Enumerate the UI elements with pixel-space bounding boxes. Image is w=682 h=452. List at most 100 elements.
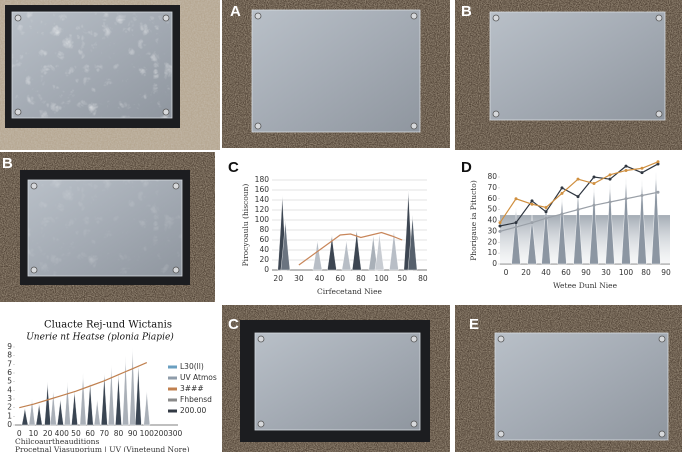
screw [410, 335, 418, 343]
point [592, 175, 596, 179]
screw [162, 14, 170, 22]
peak [527, 215, 537, 265]
y-tick-label: 20 [259, 255, 269, 264]
screw [658, 335, 666, 343]
x-tick-label: 60 [85, 429, 95, 438]
peak [621, 176, 631, 265]
note: Procetnal Viasuporium | UV (Vineteund No… [15, 445, 190, 452]
x-tick-label: 30 [601, 268, 611, 277]
point [560, 186, 564, 190]
chart-bg [0, 305, 215, 452]
x-tick-label: 100 [619, 268, 634, 277]
y-tick-label: 7 [7, 359, 12, 368]
peak [637, 179, 647, 265]
screw [172, 182, 180, 190]
screw [30, 182, 38, 190]
peak [49, 390, 57, 426]
peak [64, 381, 71, 426]
y-tick-label: 50 [487, 205, 497, 214]
y-tick-label: 4 [7, 385, 12, 394]
point [592, 203, 596, 207]
y-axis-label: Phorigaue ia Pitucto) [469, 180, 478, 261]
point [514, 225, 518, 229]
x-tick-label: 90 [581, 268, 591, 277]
point [576, 195, 580, 199]
point [624, 197, 628, 201]
point [576, 177, 580, 181]
x-tick-label: 20 [43, 429, 53, 438]
screw [257, 335, 265, 343]
x-tick-label: 30 [294, 274, 304, 283]
x-tick-label: 0 [17, 429, 22, 438]
point [560, 212, 564, 216]
x-tick-label: 80 [356, 274, 366, 283]
peak [35, 403, 43, 426]
peak [100, 372, 108, 426]
plate [251, 9, 421, 133]
peak [280, 219, 291, 271]
peak [134, 364, 142, 426]
point [656, 160, 660, 164]
screw [14, 14, 22, 22]
plate [254, 332, 421, 431]
x-tick-label: 40 [315, 274, 325, 283]
peak [93, 398, 101, 426]
peak [389, 229, 399, 271]
screw [497, 335, 505, 343]
legend-label: 200.00 [180, 406, 206, 415]
point [624, 164, 628, 168]
y-tick-label: 0 [264, 265, 269, 274]
panel-label: A [230, 3, 241, 20]
screw [30, 266, 38, 274]
peak [351, 229, 362, 271]
peak [28, 398, 36, 426]
plate-texture [12, 12, 172, 118]
point [530, 221, 534, 225]
point [544, 216, 548, 220]
peak [651, 171, 661, 265]
panel-label: B [2, 155, 13, 172]
peak [57, 398, 64, 426]
peak [511, 207, 521, 265]
screw [410, 12, 418, 20]
legend-swatch [168, 376, 177, 380]
peak [44, 381, 51, 426]
x-tick-label: 80 [418, 274, 428, 283]
peak [573, 190, 583, 265]
peak [143, 390, 151, 426]
screw [655, 110, 663, 118]
photo-panel [0, 0, 220, 150]
y-tick-label: 9 [7, 342, 12, 351]
photo-panel: C [222, 305, 450, 452]
chart-panel: 0123456789010204005060708090100200300Nol… [0, 305, 217, 452]
y-tick-label: 60 [259, 235, 269, 244]
photo-panel: E [455, 305, 682, 452]
screw [162, 108, 170, 116]
y-tick-label: 80 [259, 225, 269, 234]
chart-subtitle: Unerie nt Heatse (plonia Piapie) [26, 332, 174, 343]
x-tick-label: 100 [140, 429, 155, 438]
screw [492, 14, 500, 22]
x-tick-label: 300 [168, 429, 183, 438]
screw [172, 266, 180, 274]
point [544, 205, 548, 209]
point [530, 199, 534, 203]
panel-label: B [461, 3, 472, 20]
x-axis-label: Wetee Dunl Niee [553, 281, 618, 290]
peak [341, 239, 352, 271]
screw [14, 108, 22, 116]
x-tick-label: 80 [114, 429, 124, 438]
point [530, 202, 534, 206]
y-tick-label: 160 [255, 185, 270, 194]
note: Chilcoaurtheauditions [15, 437, 100, 446]
peak [407, 214, 418, 271]
peak [71, 390, 78, 426]
peak [122, 355, 129, 426]
point [498, 221, 502, 225]
screw [257, 420, 265, 428]
point [640, 171, 644, 175]
x-tick-label: 400 [55, 429, 70, 438]
x-tick-label: 70 [100, 429, 110, 438]
